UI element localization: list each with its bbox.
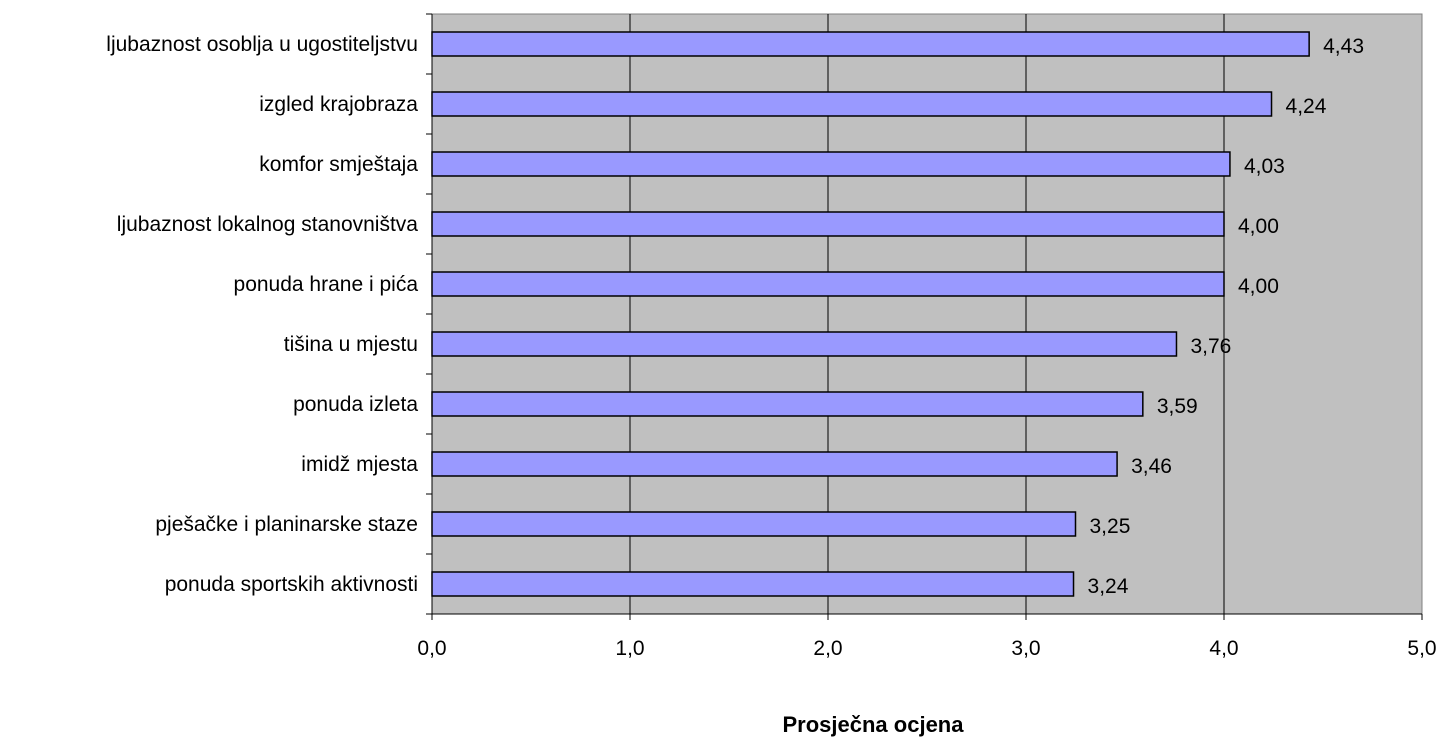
bar bbox=[431, 391, 1144, 417]
data-label: 3,59 bbox=[1157, 395, 1198, 418]
data-label: 4,00 bbox=[1238, 275, 1279, 298]
x-axis-ticks: 0,0 1,0 2,0 3,0 4,0 5,0 bbox=[417, 637, 1436, 660]
bar bbox=[431, 451, 1118, 477]
category-labels: ljubaznost osoblja u ugostiteljstvu izgle… bbox=[106, 33, 418, 596]
data-label: 4,24 bbox=[1286, 95, 1327, 118]
bars bbox=[431, 31, 1310, 597]
data-label: 3,25 bbox=[1090, 515, 1131, 538]
category-label: imidž mjesta bbox=[301, 453, 418, 476]
data-label: 3,24 bbox=[1088, 575, 1129, 598]
category-label: tišina u mjestu bbox=[284, 333, 418, 356]
data-label: 3,46 bbox=[1131, 455, 1172, 478]
x-tick-label: 5,0 bbox=[1407, 637, 1436, 660]
bar bbox=[431, 271, 1225, 297]
value-labels: 4,43 4,24 4,03 4,00 4,00 3,76 3,59 3,46 3,25 3,24 bbox=[1088, 35, 1364, 598]
bar bbox=[431, 571, 1075, 597]
category-label: izgled krajobraza bbox=[259, 93, 418, 116]
bar bbox=[431, 91, 1273, 117]
x-axis-title: Prosječna ocjena bbox=[783, 712, 965, 737]
data-label: 4,03 bbox=[1244, 155, 1285, 178]
data-label: 4,43 bbox=[1323, 35, 1364, 58]
bar bbox=[431, 211, 1225, 237]
data-label: 4,00 bbox=[1238, 215, 1279, 238]
bar bbox=[431, 331, 1178, 357]
x-tick-label: 0,0 bbox=[417, 637, 446, 660]
bar bbox=[431, 151, 1231, 177]
category-label: ponuda izleta bbox=[293, 393, 418, 416]
x-tick-label: 1,0 bbox=[615, 637, 644, 660]
bar bbox=[431, 31, 1310, 57]
x-tick-label: 4,0 bbox=[1209, 637, 1238, 660]
data-label: 3,76 bbox=[1190, 335, 1231, 358]
category-label: ponuda hrane i pića bbox=[234, 273, 419, 296]
x-tick-label: 2,0 bbox=[813, 637, 842, 660]
category-label: ljubaznost osoblja u ugostiteljstvu bbox=[106, 33, 418, 56]
category-label: ponuda sportskih aktivnosti bbox=[165, 573, 418, 596]
x-tick-label: 3,0 bbox=[1011, 637, 1040, 660]
category-label: ljubaznost lokalnog stanovništva bbox=[117, 213, 419, 236]
category-label: pješačke i planinarske staze bbox=[155, 513, 418, 536]
category-label: komfor smještaja bbox=[259, 153, 418, 176]
bar bbox=[431, 511, 1077, 537]
